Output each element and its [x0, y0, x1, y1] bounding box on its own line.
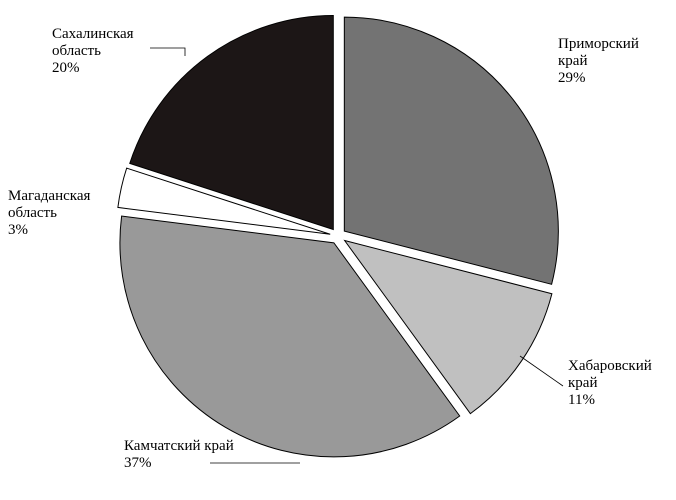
value-label: 29% [558, 70, 586, 86]
category-label: Хабаровский край [568, 358, 652, 391]
value-label: 3% [8, 222, 28, 238]
value-label: 37% [124, 455, 152, 471]
slice-label: Магаданская область 3% [8, 188, 118, 239]
pie-slice [129, 15, 334, 231]
slice-label: Приморский край 29% [558, 36, 668, 87]
category-label: Сахалинская область [52, 26, 134, 59]
category-label: Приморский край [558, 36, 639, 69]
pie-slice [117, 167, 331, 235]
slice-label: Сахалинская область 20% [52, 26, 162, 77]
category-label: Камчатский край [124, 438, 234, 454]
value-label: 20% [52, 60, 80, 76]
value-label: 11% [568, 392, 595, 408]
category-label: Магаданская область [8, 188, 91, 221]
slice-label: Хабаровский край 11% [568, 358, 676, 409]
pie-slice [343, 16, 559, 285]
slice-label: Камчатский край 37% [124, 438, 234, 472]
leader-line [150, 47, 186, 56]
pie-slice [119, 215, 461, 458]
pie-slice [343, 239, 553, 415]
leader-line [519, 355, 564, 387]
